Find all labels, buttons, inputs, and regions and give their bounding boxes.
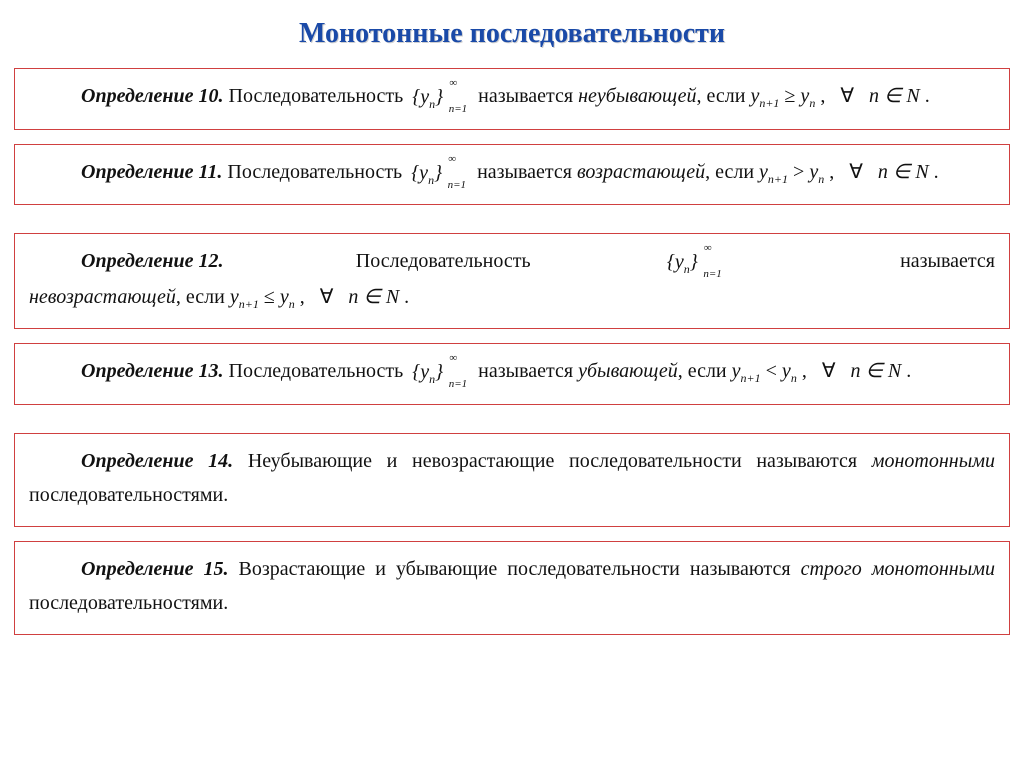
def-text: Неубывающие и невозрастающие последовате…	[233, 450, 872, 472]
definition-14: Определение 14. Неубывающие и невозраста…	[14, 433, 1010, 527]
definition-12: Определение 12. Последовательность {yn} …	[14, 233, 1010, 329]
def-term: строго монотонными	[801, 558, 995, 580]
def-term: монотонными	[872, 450, 995, 472]
sequence-notation: {yn} ∞ n=1	[408, 79, 473, 115]
definition-11: Определение 11. Последовательность {yn} …	[14, 144, 1010, 206]
page-title: Монотонные последовательности	[14, 18, 1010, 50]
sequence-notation: {yn} ∞ n=1	[408, 354, 473, 390]
def-label: Определение 11.	[81, 161, 222, 183]
definition-13: Определение 13. Последовательность {yn} …	[14, 343, 1010, 405]
def-label: Определение 15.	[81, 558, 228, 580]
def-label: Определение 10.	[81, 85, 224, 107]
def-term: возрастающей	[577, 161, 705, 183]
math-condition: yn+1 ≥ yn	[750, 85, 820, 107]
def-term: невозрастающей	[29, 286, 176, 308]
math-condition: yn+1 > yn	[759, 161, 829, 183]
def-label: Определение 13.	[81, 360, 224, 382]
def-term: убывающей	[578, 360, 678, 382]
sequence-notation: {yn} ∞ n=1	[663, 244, 728, 280]
sequence-notation: {yn} ∞ n=1	[407, 155, 472, 191]
def-text: Последовательность	[224, 85, 409, 107]
def-term: неубывающей	[578, 85, 696, 107]
math-condition: yn+1 ≤ yn	[230, 286, 300, 308]
math-condition: yn+1 < yn	[732, 360, 802, 382]
def-text: Возрастающие и убывающие последовательно…	[228, 558, 800, 580]
def-label: Определение 14.	[81, 450, 233, 472]
definition-10: Определение 10. Последовательность {yn} …	[14, 68, 1010, 130]
def-label: Определение 12.	[81, 250, 224, 272]
page: Монотонные последовательности Определени…	[0, 0, 1024, 659]
definition-15: Определение 15. Возрастающие и убывающие…	[14, 541, 1010, 635]
